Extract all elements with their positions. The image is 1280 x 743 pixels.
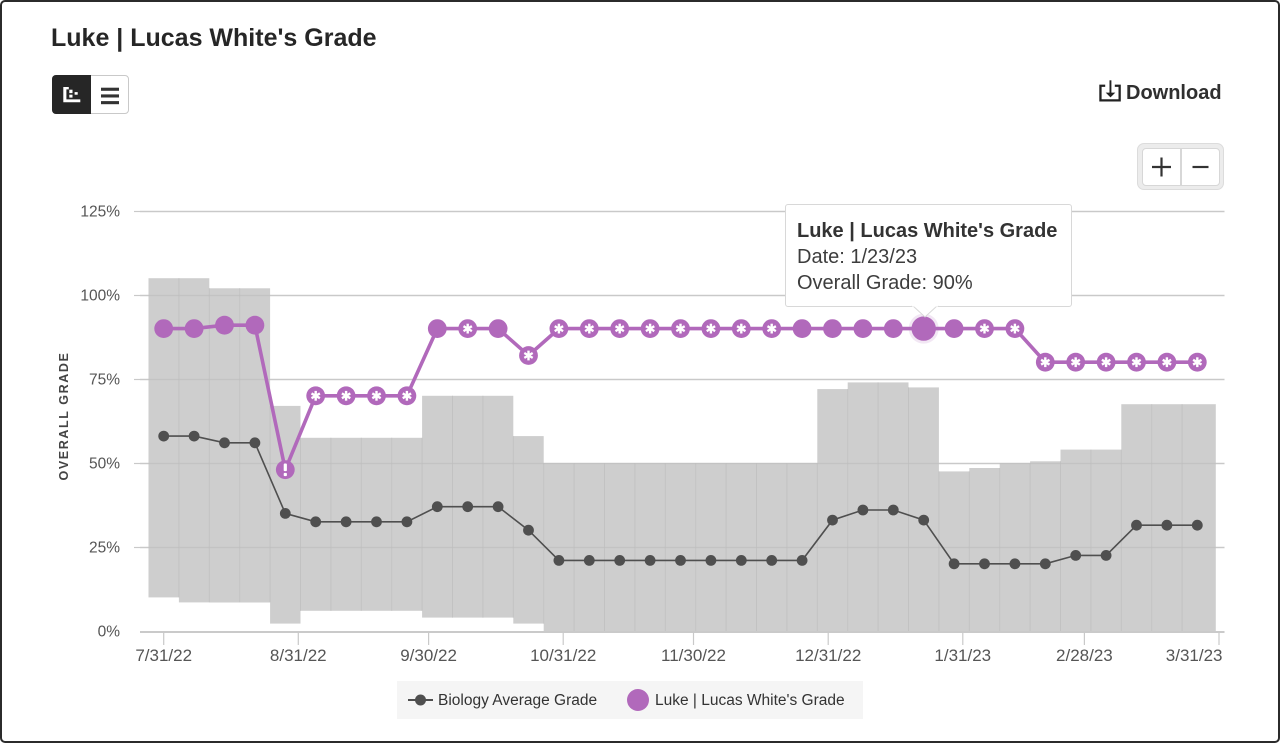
svg-text:12/31/22: 12/31/22 [795, 646, 861, 665]
svg-text:1/31/23: 1/31/23 [934, 646, 991, 665]
svg-text:8/31/22: 8/31/22 [270, 646, 327, 665]
svg-text:0%: 0% [98, 624, 121, 641]
svg-text:3/31/23: 3/31/23 [1166, 646, 1223, 665]
svg-text:7/31/22: 7/31/22 [135, 646, 192, 665]
svg-text:OVERALL GRADE: OVERALL GRADE [57, 352, 71, 481]
svg-text:25%: 25% [89, 540, 120, 557]
svg-text:50%: 50% [89, 456, 120, 473]
svg-text:10/31/22: 10/31/22 [530, 646, 596, 665]
svg-text:11/30/22: 11/30/22 [661, 646, 726, 665]
svg-text:9/30/22: 9/30/22 [400, 646, 457, 665]
svg-text:125%: 125% [80, 204, 120, 221]
svg-text:75%: 75% [89, 372, 120, 389]
svg-text:2/28/23: 2/28/23 [1056, 646, 1113, 665]
svg-text:100%: 100% [80, 288, 120, 305]
